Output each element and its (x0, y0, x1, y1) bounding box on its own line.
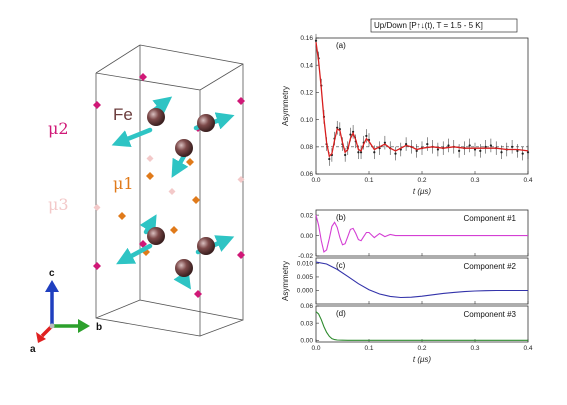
data-point (489, 144, 492, 147)
y-tick-label: 0.06 (300, 171, 313, 178)
x-tick-label: 0.0 (311, 177, 320, 184)
y-tick-label: 0.10 (300, 117, 313, 124)
label-mu3: μ3 (48, 195, 69, 214)
y-axis-label: Asymmetry (281, 261, 290, 301)
panel-label: (b) (336, 213, 346, 222)
y-tick-label: 0.06 (300, 303, 313, 310)
data-point (473, 148, 477, 151)
component-line (315, 214, 528, 253)
x-tick-label: 0.3 (470, 177, 479, 184)
axis-label-b: b (96, 322, 102, 333)
data-point (349, 133, 352, 136)
fe-atoms (147, 108, 215, 277)
panel-d: 0.0 0.1 0.2 0.3 0.4 0.00 0.03 0.06 (d) Component … (300, 303, 533, 364)
panel-a: 0.0 0.1 0.2 0.3 0.4 0.06 0.08 0.10 0.12 0.14 0.16 (… (281, 18, 533, 196)
data-point (510, 145, 514, 148)
component-label: Component #2 (464, 262, 517, 271)
x-tick-label: 0.3 (470, 345, 479, 352)
label-fe: Fe (113, 105, 133, 124)
label-mu2: μ2 (48, 119, 69, 138)
crystal-structure: Fe μ2 μ1 μ3 c b a (30, 44, 245, 355)
axis-triad: c b a (30, 268, 102, 355)
fit-line (315, 42, 529, 158)
x-axis-label: t (μs) (413, 187, 431, 196)
x-tick-label: 0.1 (364, 345, 373, 352)
y-tick-label: 0.005 (297, 274, 314, 281)
data-point (328, 157, 331, 161)
x-tick-label: 0.4 (523, 177, 532, 184)
chart-title: Up/Down [P↑↓(t), T = 1.5 - 5 K] (374, 21, 483, 30)
data-point (447, 144, 450, 147)
title-box (370, 18, 518, 33)
data-point (468, 144, 471, 147)
y-tick-label: 0.000 (297, 288, 314, 295)
data-point (373, 151, 376, 154)
axis-label-a: a (30, 344, 36, 355)
panel-label: (c) (336, 261, 346, 270)
data-point (359, 151, 363, 154)
data-point (458, 149, 461, 152)
data-point (405, 142, 408, 146)
data-point (479, 149, 482, 152)
data-point (394, 152, 397, 155)
data-point (383, 141, 386, 144)
component-label: Component #1 (464, 214, 517, 223)
data-point (415, 149, 418, 152)
data-point (500, 151, 503, 154)
plots: 0.0 0.1 0.2 0.3 0.4 0.06 0.08 0.10 0.12 0.14 0.16 (… (281, 18, 533, 364)
data-point (357, 151, 360, 154)
data-point (436, 148, 439, 151)
mu3-sites (93, 155, 245, 211)
component-line (315, 261, 528, 299)
panel-label: (a) (336, 41, 346, 50)
y-tick-label: 0.08 (300, 144, 313, 151)
y-tick-label: 0.12 (300, 90, 313, 97)
y-tick-label: 0.14 (300, 62, 313, 69)
data-point (365, 134, 368, 138)
data-point (516, 149, 519, 152)
data-point (314, 39, 318, 42)
data-point (344, 153, 347, 157)
y-tick-label: 0.03 (300, 320, 313, 327)
x-tick-label: 0.2 (417, 345, 426, 352)
component-label: Component #3 (464, 310, 517, 319)
data-point (484, 145, 487, 148)
y-tick-label: -0.02 (298, 253, 313, 260)
data-point (526, 151, 530, 154)
x-tick-label: 0.1 (364, 177, 373, 184)
data-point (426, 142, 429, 146)
y-axis-label: Asymmetry (281, 86, 290, 126)
panel-label: (d) (336, 309, 346, 318)
x-tick-label: 0.4 (523, 345, 532, 352)
y-tick-label: 0.02 (300, 212, 313, 219)
label-mu1: μ1 (113, 174, 134, 193)
y-tick-label: 0.16 (300, 35, 313, 42)
axis-label-c: c (49, 268, 55, 279)
x-axis-label: t (μs) (413, 355, 431, 364)
x-tick-label: 0.0 (311, 345, 320, 352)
y-tick-label: 0.00 (300, 233, 313, 240)
y-tick-label: 0.010 (297, 261, 314, 268)
component-line (315, 311, 528, 341)
panel-b: -0.02 0.00 0.02 (b) Component #1 (298, 209, 529, 260)
y-tick-label: 0.00 (300, 337, 313, 344)
data-point (336, 126, 339, 129)
data-point (521, 152, 524, 155)
panel-c: 0.000 0.005 0.010 (c) Component #2 Asymmetry (281, 257, 529, 305)
x-tick-label: 0.2 (417, 177, 426, 184)
